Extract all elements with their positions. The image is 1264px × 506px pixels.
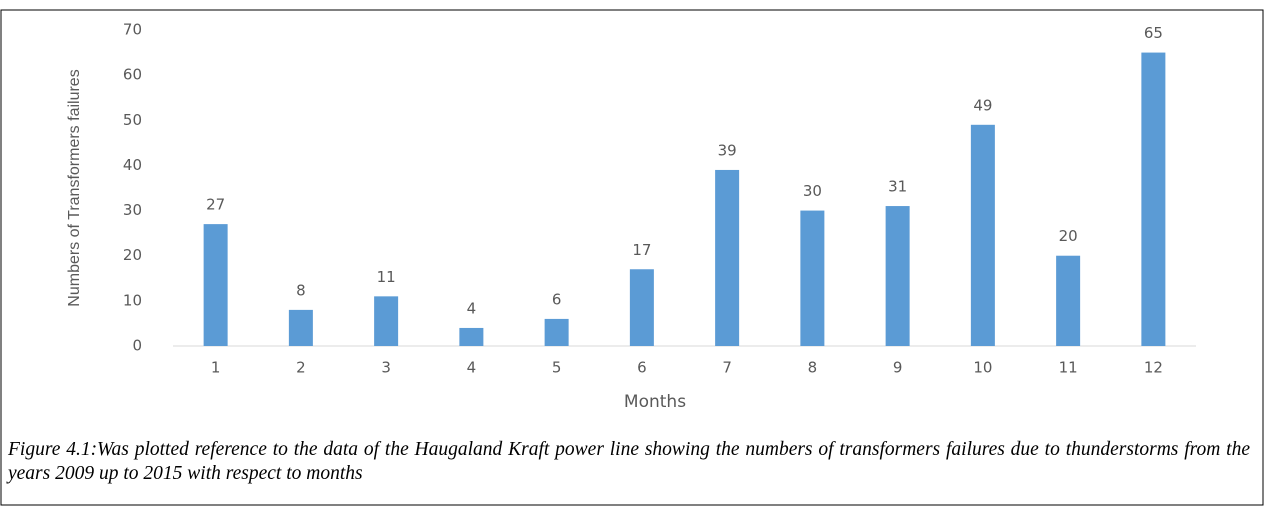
x-axis-label: Months <box>624 392 686 412</box>
bar <box>374 296 399 346</box>
y-tick-label: 20 <box>123 246 142 264</box>
y-tick-label: 60 <box>123 66 142 84</box>
bar <box>459 327 484 346</box>
data-label: 17 <box>632 241 651 259</box>
y-axis-label: Numbers of Transformers failures <box>66 69 83 306</box>
figure-frame <box>0 9 1264 506</box>
data-label: 31 <box>888 178 907 196</box>
bar <box>288 309 313 346</box>
y-tick-label: 50 <box>123 111 142 129</box>
x-tick-label: 8 <box>808 359 818 377</box>
bar <box>800 210 825 346</box>
data-label: 11 <box>377 268 396 286</box>
x-tick-label: 11 <box>1059 359 1078 377</box>
x-tick-label: 1 <box>211 359 221 377</box>
bar <box>544 318 569 346</box>
x-tick-label: 12 <box>1144 359 1163 377</box>
data-label: 4 <box>467 299 477 317</box>
x-tick-label: 7 <box>722 359 732 377</box>
x-tick-label: 10 <box>973 359 992 377</box>
x-tick-label: 3 <box>381 359 391 377</box>
bar <box>203 224 228 346</box>
x-tick-label: 4 <box>467 359 477 377</box>
x-tick-label: 2 <box>296 359 306 377</box>
figure-caption: Figure 4.1:Was plotted reference to the … <box>8 439 1250 484</box>
data-label: 65 <box>1144 24 1163 42</box>
y-tick-label: 40 <box>123 156 142 174</box>
data-label: 39 <box>718 141 737 159</box>
data-label: 27 <box>206 196 225 214</box>
bar <box>970 124 995 346</box>
data-label: 8 <box>296 281 306 299</box>
bar <box>1141 52 1166 346</box>
bar <box>715 169 740 346</box>
data-label: 20 <box>1059 227 1078 245</box>
bar <box>1056 255 1081 346</box>
x-tick-label: 9 <box>893 359 903 377</box>
y-tick-label: 10 <box>123 291 142 309</box>
data-label: 30 <box>803 182 822 200</box>
bar <box>629 269 654 346</box>
y-tick-label: 30 <box>123 201 142 219</box>
x-tick-label: 5 <box>552 359 562 377</box>
y-tick-label: 70 <box>123 21 142 39</box>
bar <box>885 206 910 346</box>
y-tick-label: 0 <box>132 337 142 355</box>
data-label: 6 <box>552 290 562 308</box>
x-tick-label: 6 <box>637 359 647 377</box>
data-label: 49 <box>973 96 992 114</box>
